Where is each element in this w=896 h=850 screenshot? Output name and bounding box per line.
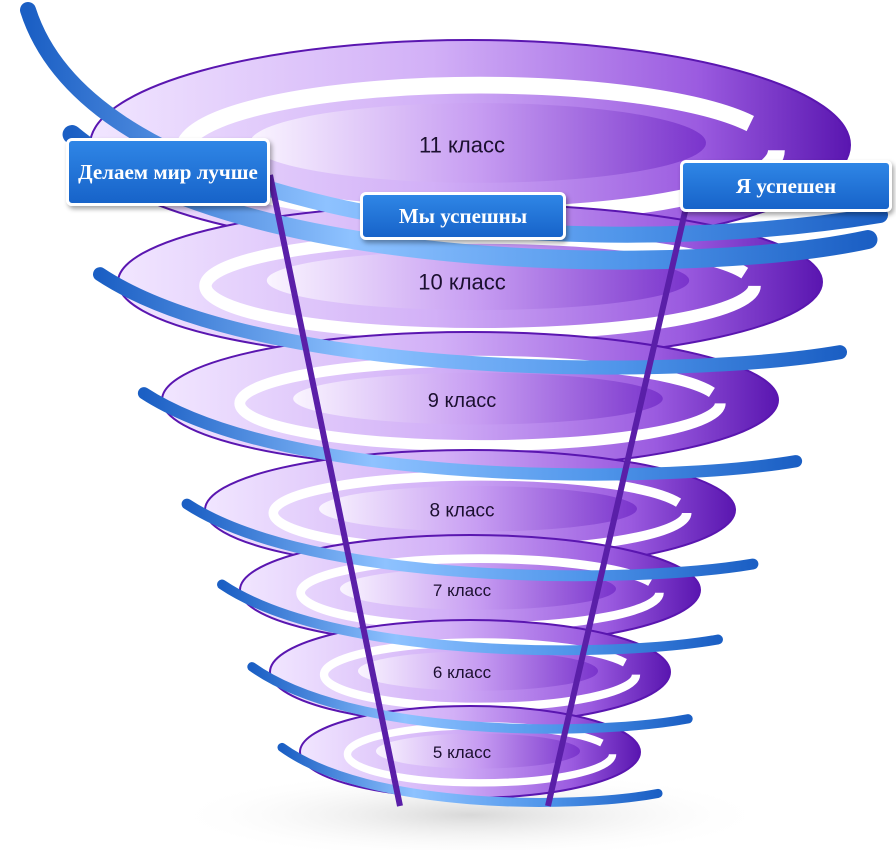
level-core — [250, 102, 706, 183]
level-3: 9 класс — [161, 331, 779, 469]
callout-right: Я успешен — [680, 160, 892, 212]
level-7: 5 класс — [299, 705, 641, 799]
spiral-levels: 11 класс 10 класс 9 класс 8 класс 7 класс 6 к… — [89, 39, 851, 799]
ribbon-loop — [92, 267, 848, 375]
level-core — [358, 651, 598, 691]
callout-right-text: Я успешен — [735, 173, 837, 198]
callout-left-text: Делаем мир лучше — [78, 159, 258, 184]
level-label: 10 класс — [418, 270, 506, 295]
level-label: 9 класс — [428, 390, 496, 412]
floor-shadow — [170, 770, 770, 850]
level-label: 5 класс — [433, 743, 492, 762]
level-label: 11 класс — [419, 133, 505, 158]
level-core — [293, 372, 663, 425]
level-core — [319, 486, 637, 532]
ribbon-loop — [277, 742, 663, 807]
ribbon-loop — [181, 498, 759, 582]
rod-left — [267, 174, 403, 807]
callout-left: Делаем мир лучше — [66, 138, 270, 206]
ribbon-loop — [247, 662, 693, 734]
rod-right — [545, 189, 693, 807]
ribbon-loop — [217, 579, 723, 656]
level-label: 6 класс — [433, 663, 492, 682]
level-label: 7 класс — [433, 581, 492, 600]
level-core — [376, 733, 580, 769]
callout-center: Мы успешны — [360, 192, 566, 240]
ribbon-loop — [137, 387, 803, 481]
callout-center-text: Мы успешны — [398, 203, 528, 228]
ribbon-top — [20, 2, 888, 243]
rods — [267, 174, 693, 807]
level-label: 8 класс — [429, 501, 494, 522]
